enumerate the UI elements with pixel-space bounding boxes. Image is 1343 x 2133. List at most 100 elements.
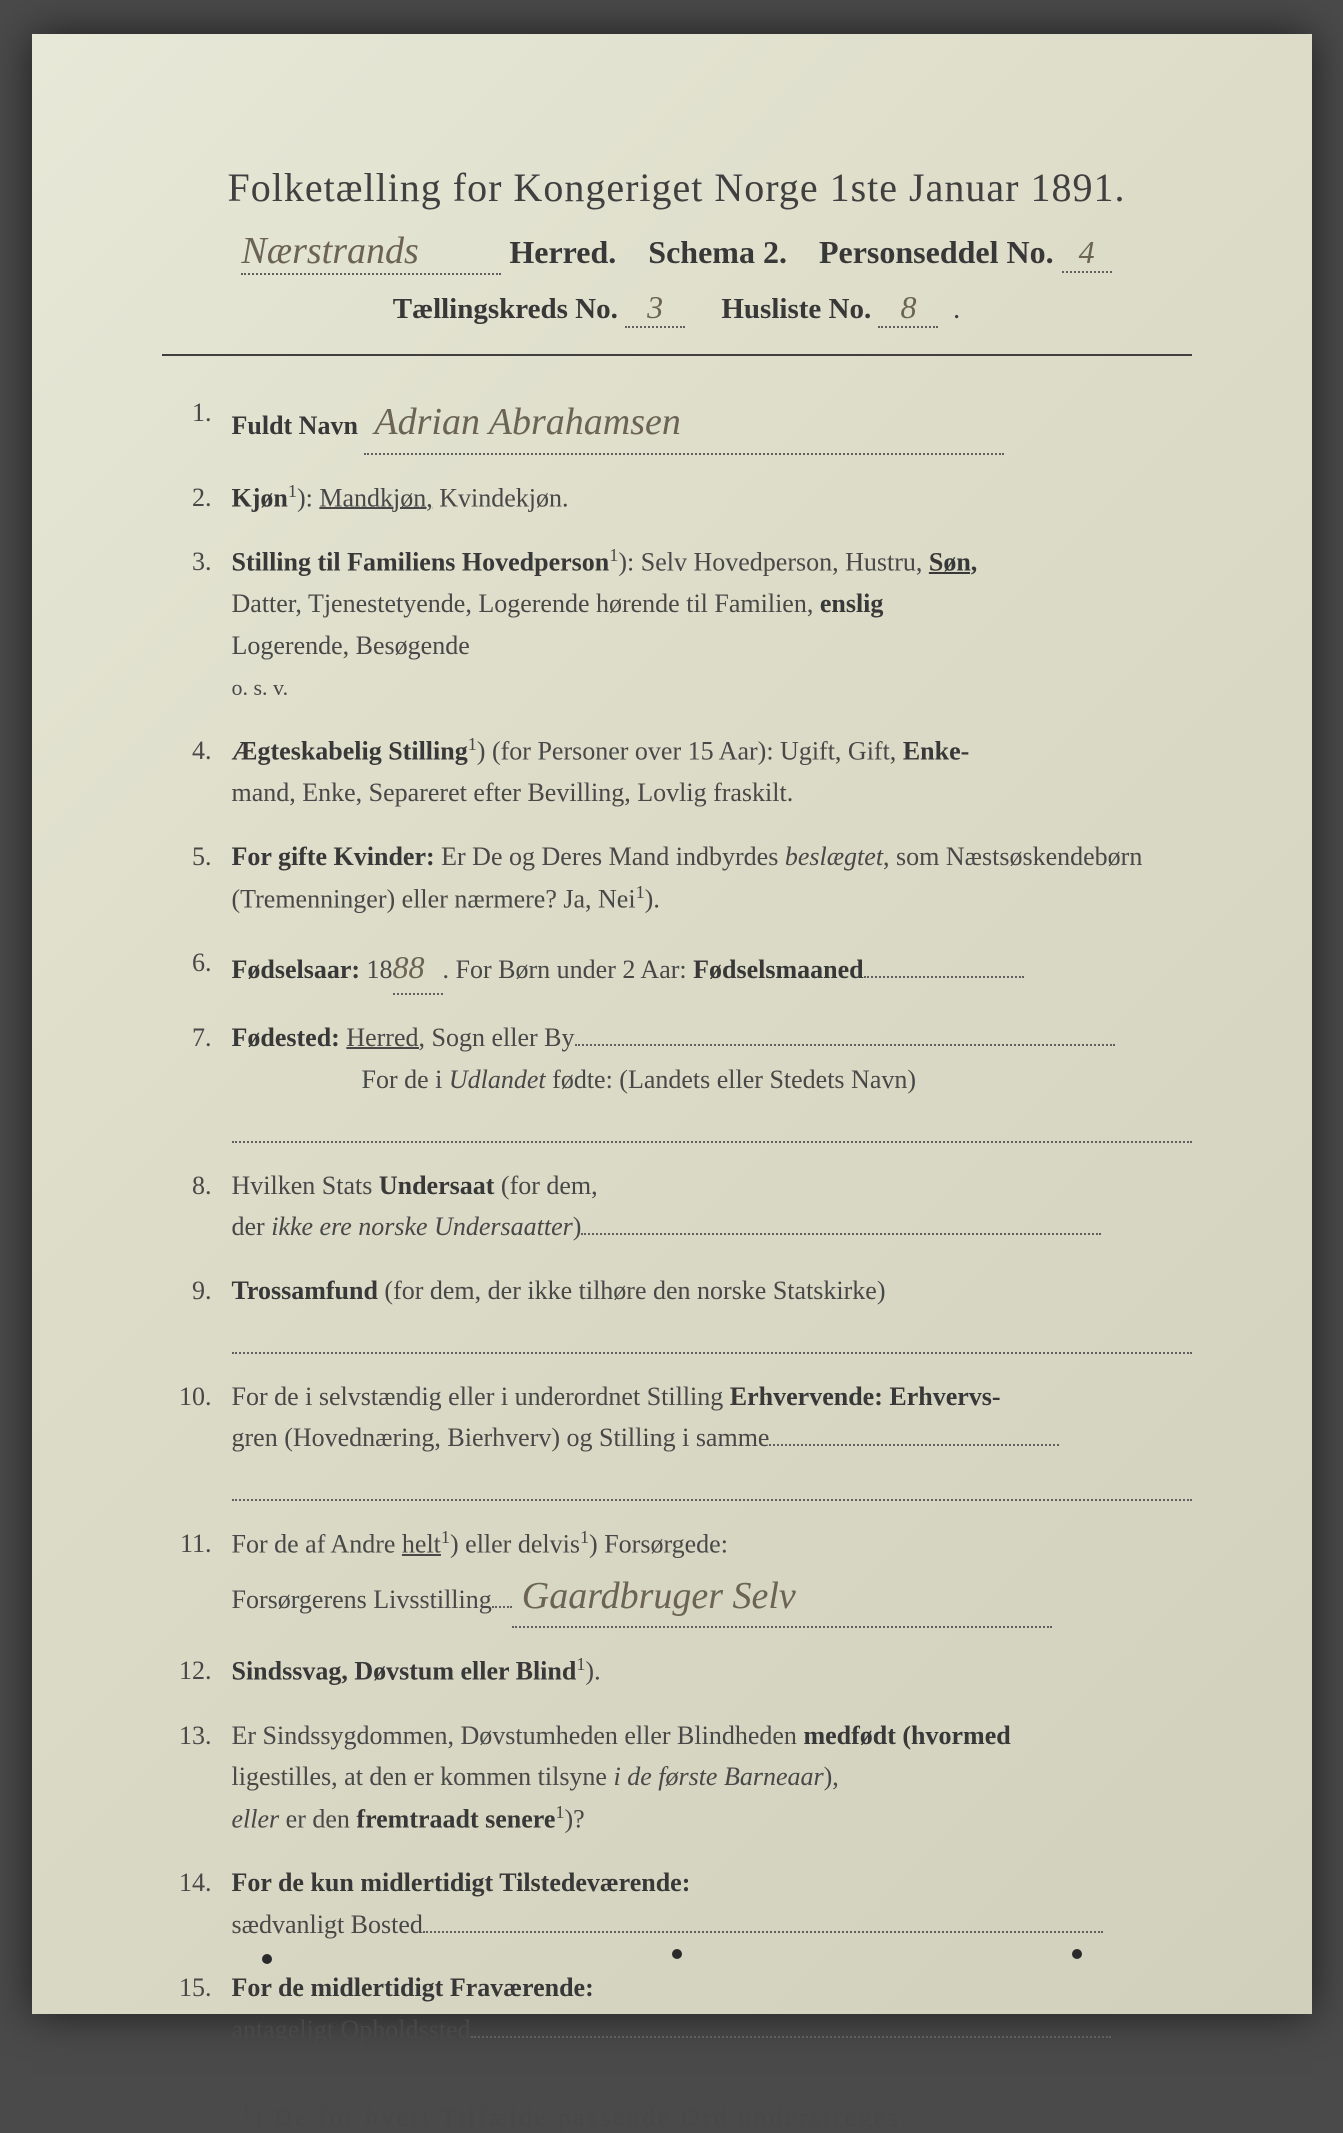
item-number: 3. bbox=[162, 541, 232, 708]
census-form-page: Folketælling for Kongeriget Norge 1ste J… bbox=[32, 34, 1312, 2014]
blank-line bbox=[769, 1444, 1059, 1446]
schema-label: Schema 2. bbox=[648, 234, 787, 270]
item-14: 14. For de kun midlertidigt Tilstedevære… bbox=[162, 1862, 1192, 1945]
option-underlined: Søn, bbox=[929, 548, 977, 577]
ink-spot bbox=[262, 1954, 272, 1964]
field-label: Kjøn bbox=[232, 483, 288, 512]
husliste-no: 8 bbox=[878, 289, 938, 328]
footnote-ref: 1 bbox=[555, 1802, 564, 1822]
option-bold: enslig bbox=[820, 589, 884, 618]
item-body: Hvilken Stats Undersaat (for dem, der ik… bbox=[232, 1165, 1192, 1248]
footnote-marker: 1 bbox=[242, 2100, 254, 2120]
provider-value: Gaardbruger Selv bbox=[512, 1566, 1052, 1629]
item-13: 13. Er Sindssygdommen, Døvstumheden elle… bbox=[162, 1715, 1192, 1840]
options-text: Datter, Tjenestetyende, Logerende hørend… bbox=[232, 589, 820, 618]
footnote-ref: 1 bbox=[441, 1527, 450, 1547]
item-number: 15. bbox=[162, 1967, 232, 2050]
item-number: 11. bbox=[162, 1523, 232, 1628]
item-5: 5. For gifte Kvinder: Er De og Deres Man… bbox=[162, 836, 1192, 920]
item-2: 2. Kjøn1): Mandkjøn, Kvindekjøn. bbox=[162, 477, 1192, 519]
footnote-ref: 1 bbox=[288, 481, 297, 501]
text: ) eller delvis bbox=[450, 1530, 580, 1559]
herred-name-handwritten: Nærstrands bbox=[241, 229, 501, 275]
field-label: Ægteskabelig Stilling bbox=[232, 737, 468, 766]
italic-text: beslægtet bbox=[785, 842, 883, 871]
item-3: 3. Stilling til Familiens Hovedperson1):… bbox=[162, 541, 1192, 708]
text: Er De og Deres Mand indbyrdes bbox=[435, 842, 785, 871]
item-1: 1. Fuldt Navn Adrian Abrahamsen bbox=[162, 392, 1192, 455]
options-text: Selv Hovedperson, Hustru, bbox=[641, 548, 929, 577]
item-body: Ægteskabelig Stilling1) (for Personer ov… bbox=[232, 730, 1192, 814]
option-bold: Enke- bbox=[903, 737, 969, 766]
item-number: 6. bbox=[162, 942, 232, 995]
bold-text: medfødt (hvormed bbox=[803, 1721, 1010, 1750]
option-underlined: Herred, bbox=[346, 1023, 425, 1052]
field-label-2: Fødselsmaaned bbox=[693, 955, 863, 984]
item-6: 6. Fødselsaar: 1888. For Børn under 2 Aa… bbox=[162, 942, 1192, 995]
item-number: 14. bbox=[162, 1862, 232, 1945]
page-title: Folketælling for Kongeriget Norge 1ste J… bbox=[162, 164, 1192, 211]
ink-spot bbox=[1072, 1949, 1082, 1959]
herred-label: Herred. bbox=[509, 234, 616, 270]
item-number: 5. bbox=[162, 836, 232, 920]
text: antageligt Opholdssted bbox=[232, 2015, 471, 2044]
item-body: Fuldt Navn Adrian Abrahamsen bbox=[232, 392, 1192, 455]
options-text: Logerende, Besøgende bbox=[232, 631, 470, 660]
italic-text: eller bbox=[232, 1804, 280, 1833]
text: ) Forsørgede: bbox=[589, 1530, 728, 1559]
field-label: Fødested: bbox=[232, 1023, 340, 1052]
text: For de i bbox=[362, 1065, 449, 1094]
text: er den bbox=[279, 1804, 356, 1833]
option-underlined: helt bbox=[402, 1530, 441, 1559]
bold-text: Erhvervende: bbox=[730, 1382, 883, 1411]
text: gren (Hovednæring, Bierhverv) og Stillin… bbox=[232, 1423, 770, 1452]
blank-line bbox=[232, 1317, 1192, 1353]
text: )? bbox=[565, 1804, 585, 1833]
full-name-value: Adrian Abrahamsen bbox=[364, 392, 1004, 455]
item-7: 7. Fødested: Herred, Sogn eller By For d… bbox=[162, 1017, 1192, 1143]
item-number: 13. bbox=[162, 1715, 232, 1840]
blank-line bbox=[492, 1606, 512, 1608]
text: Hvilken Stats bbox=[232, 1171, 379, 1200]
text: For de af Andre bbox=[232, 1530, 402, 1559]
item-number: 12. bbox=[162, 1650, 232, 1692]
field-label: Fødselsaar: bbox=[232, 955, 361, 984]
item-body: For de i selvstændig eller i underordnet… bbox=[232, 1376, 1192, 1502]
item-4: 4. Ægteskabelig Stilling1) (for Personer… bbox=[162, 730, 1192, 814]
item-body: Fødselsaar: 1888. For Børn under 2 Aar: … bbox=[232, 942, 1192, 995]
text: ) bbox=[573, 1212, 582, 1241]
item-number: 9. bbox=[162, 1270, 232, 1354]
field-label: Undersaat bbox=[379, 1171, 495, 1200]
text: (for dem, der ikke tilhøre den norske St… bbox=[378, 1276, 886, 1305]
italic-text: Udlandet bbox=[449, 1065, 546, 1094]
item-12: 12. Sindssvag, Døvstum eller Blind1). bbox=[162, 1650, 1192, 1692]
field-label: Sindssvag, Døvstum eller Blind bbox=[232, 1657, 577, 1686]
text: Er Sindssygdommen, Døvstumheden eller Bl… bbox=[232, 1721, 804, 1750]
text: ), bbox=[824, 1762, 839, 1791]
text: For de i selvstændig eller i underordnet… bbox=[232, 1382, 730, 1411]
text: Sogn eller By bbox=[425, 1023, 575, 1052]
blank-line bbox=[471, 2036, 1111, 2038]
item-number: 8. bbox=[162, 1165, 232, 1248]
item-body: Er Sindssygdommen, Døvstumheden eller Bl… bbox=[232, 1715, 1192, 1840]
footnote-ref: 1 bbox=[580, 1527, 589, 1547]
ink-spot bbox=[672, 1949, 682, 1959]
personseddel-label: Personseddel No. bbox=[819, 234, 1054, 270]
blank-line bbox=[232, 1106, 1192, 1142]
field-label: For gifte Kvinder: bbox=[232, 842, 435, 871]
item-body: Kjøn1): Mandkjøn, Kvindekjøn. bbox=[232, 477, 1192, 519]
item-15: 15. For de midlertidigt Fraværende: anta… bbox=[162, 1967, 1192, 2050]
blank-line bbox=[581, 1233, 1101, 1235]
text: der bbox=[232, 1212, 272, 1241]
item-number: 2. bbox=[162, 477, 232, 519]
footnote-ref: 1 bbox=[468, 734, 477, 754]
item-body: For de midlertidigt Fraværende: antageli… bbox=[232, 1967, 1192, 2050]
item-number: 7. bbox=[162, 1017, 232, 1143]
blank-line bbox=[575, 1044, 1115, 1046]
item-body: For de af Andre helt1) eller delvis1) Fo… bbox=[232, 1523, 1192, 1628]
item-body: Stilling til Familiens Hovedperson1): Se… bbox=[232, 541, 1192, 708]
field-label: Trossamfund bbox=[232, 1276, 378, 1305]
text: (for dem, bbox=[494, 1171, 597, 1200]
bold-text: Erhvervs- bbox=[883, 1382, 1001, 1411]
footnote-text: ) De for hvert Tilfælde passende Ord und… bbox=[253, 2105, 910, 2132]
